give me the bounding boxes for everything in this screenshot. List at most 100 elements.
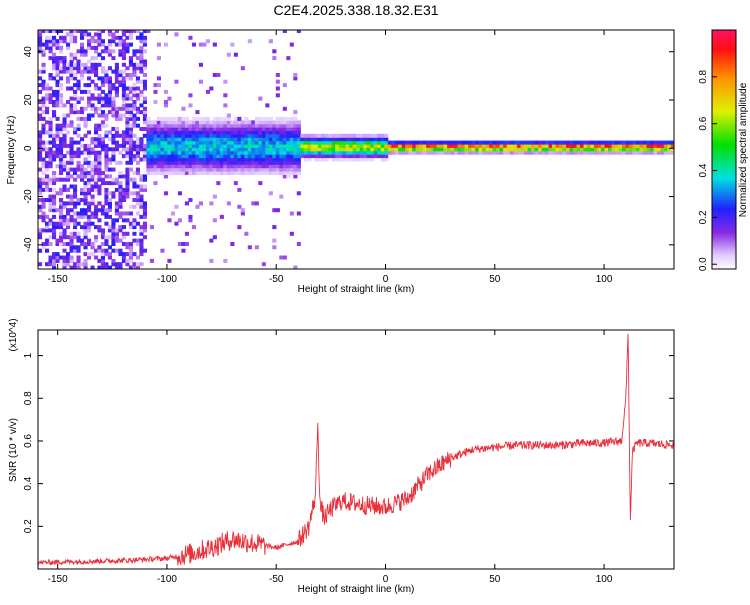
heatmap-cell	[128, 140, 133, 145]
heatmap-cell	[125, 262, 130, 267]
heatmap-cell	[52, 39, 57, 44]
heatmap-cell	[237, 116, 242, 121]
heatmap-cell	[321, 150, 326, 155]
heatmap-cell	[170, 160, 175, 165]
snr-y-label: SNR (10 * v/v)	[8, 418, 19, 482]
heatmap-cell	[76, 164, 81, 169]
heatmap-cell	[62, 164, 67, 169]
heatmap-cell	[87, 181, 92, 186]
heatmap-cell	[223, 171, 228, 175]
heatmap-cell	[181, 147, 186, 152]
heatmap-cell	[247, 164, 252, 169]
heatmap-cell	[38, 147, 43, 152]
heatmap-cell	[90, 150, 95, 155]
heatmap-cell	[80, 198, 85, 202]
heatmap-cell	[153, 120, 158, 125]
heatmap-cell	[59, 225, 64, 230]
heatmap-cell	[100, 110, 105, 115]
heatmap-cell	[615, 147, 620, 152]
heatmap-cell	[506, 143, 511, 148]
heatmap-cell	[191, 140, 196, 145]
heatmap-cell	[59, 201, 64, 206]
heatmap-cell	[90, 45, 95, 50]
heatmap-cell	[268, 39, 273, 44]
heatmap-cell	[104, 201, 109, 206]
heatmap-cell	[55, 66, 60, 71]
heatmap-cell	[667, 143, 672, 148]
heatmap-cell	[146, 167, 151, 172]
heatmap-cell	[132, 30, 137, 33]
heatmap-cell	[275, 147, 280, 152]
heatmap-cell	[62, 59, 67, 64]
heatmap-cell	[321, 154, 326, 159]
heatmap-cell	[440, 140, 445, 145]
heatmap-cell	[335, 150, 340, 155]
heatmap-cell	[125, 147, 130, 152]
heatmap-cell	[90, 35, 95, 40]
heatmap-cell	[132, 238, 137, 243]
heatmap-cell	[254, 120, 259, 125]
heatmap-cell	[587, 140, 592, 145]
heatmap-cell	[226, 133, 231, 138]
heatmap-cell	[198, 133, 203, 138]
heatmap-cell	[83, 184, 88, 189]
heatmap-cell	[59, 137, 64, 142]
heatmap-cell	[261, 154, 266, 159]
heatmap-cell	[223, 127, 228, 131]
heatmap-cell	[107, 52, 112, 57]
heatmap-cell	[66, 113, 71, 118]
heatmap-cell	[125, 174, 130, 179]
heatmap-cell	[520, 150, 525, 155]
heatmap-cell	[66, 76, 71, 81]
heatmap-cell	[142, 39, 147, 44]
heatmap-cell	[258, 150, 263, 155]
heatmap-cell	[135, 106, 140, 111]
heatmap-cell	[69, 143, 74, 148]
heatmap-cell	[149, 154, 154, 159]
heatmap-cell	[132, 66, 137, 71]
heatmap-cell	[38, 191, 43, 196]
heatmap-cell	[286, 174, 291, 179]
heatmap-cell	[293, 265, 298, 269]
colorbar-tick-label: 0.2	[698, 210, 709, 224]
heatmap-cell	[380, 133, 385, 138]
heatmap-cell	[184, 154, 189, 159]
heatmap-cell	[184, 116, 189, 121]
heatmap-cell	[90, 39, 95, 44]
heatmap-cell	[275, 137, 280, 142]
heatmap-cell	[38, 231, 43, 236]
heatmap-cell	[181, 133, 186, 138]
heatmap-cell	[198, 154, 203, 159]
heatmap-cell	[104, 79, 109, 84]
heatmap-cell	[59, 160, 64, 165]
heatmap-cell	[156, 123, 161, 128]
heatmap-cell	[657, 140, 662, 145]
heatmap-cell	[510, 140, 515, 145]
heatmap-cell	[212, 194, 217, 199]
y-tick-label: 40	[23, 46, 34, 58]
heatmap-cell	[632, 143, 637, 148]
heatmap-cell	[422, 140, 427, 145]
heatmap-cell	[167, 143, 172, 148]
heatmap-cell	[275, 150, 280, 155]
heatmap-cell	[52, 181, 57, 186]
heatmap-cell	[114, 177, 119, 182]
heatmap-cell	[90, 171, 95, 175]
heatmap-cell	[48, 157, 53, 162]
heatmap-cell	[149, 171, 154, 175]
heatmap-cell	[604, 147, 609, 152]
heatmap-cell	[223, 103, 228, 108]
heatmap-cell	[583, 143, 588, 148]
heatmap-cell	[167, 140, 172, 145]
heatmap-cell	[125, 191, 130, 196]
heatmap-cell	[118, 198, 123, 202]
heatmap-cell	[62, 127, 67, 131]
heatmap-cell	[237, 140, 242, 145]
heatmap-cell	[62, 187, 67, 192]
heatmap-cell	[419, 147, 424, 152]
heatmap-cell	[394, 147, 399, 152]
heatmap-cell	[209, 171, 214, 175]
heatmap-cell	[73, 171, 78, 175]
heatmap-cell	[268, 133, 273, 138]
heatmap-cell	[111, 154, 116, 159]
